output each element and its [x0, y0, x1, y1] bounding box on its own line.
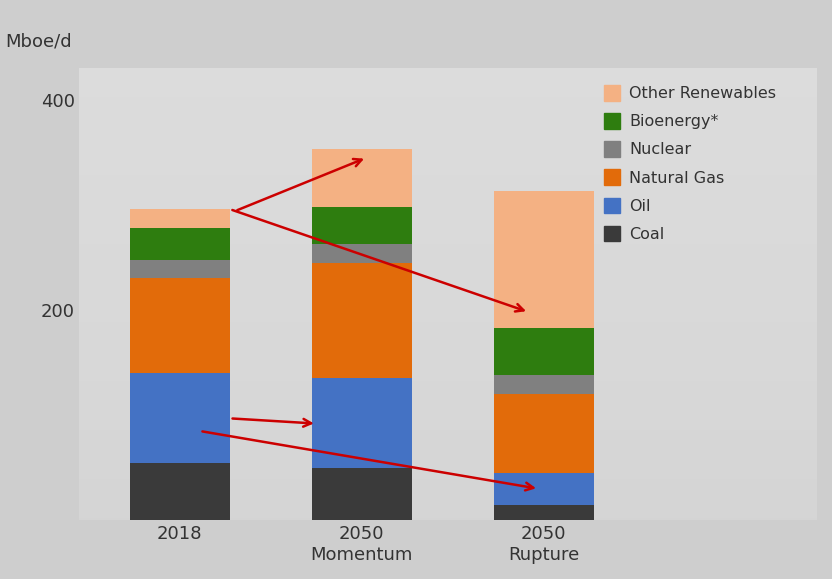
Legend: Other Renewables, Bioenergy*, Nuclear, Natural Gas, Oil, Coal: Other Renewables, Bioenergy*, Nuclear, N…	[604, 85, 776, 241]
Bar	[312, 468, 412, 521]
Bar	[130, 278, 230, 373]
Bar	[312, 263, 412, 379]
Text: Mboe/d: Mboe/d	[6, 32, 72, 50]
Bar	[493, 191, 594, 328]
Bar	[130, 373, 230, 463]
Bar	[493, 394, 594, 473]
Bar	[130, 228, 230, 259]
Bar	[312, 149, 412, 207]
Bar	[312, 207, 412, 244]
Bar	[130, 259, 230, 278]
Bar	[493, 328, 594, 375]
Bar	[493, 504, 594, 521]
Bar	[493, 375, 594, 394]
Bar	[130, 209, 230, 228]
Bar	[312, 244, 412, 263]
Bar	[312, 379, 412, 468]
Bar	[493, 473, 594, 504]
Bar	[130, 463, 230, 521]
